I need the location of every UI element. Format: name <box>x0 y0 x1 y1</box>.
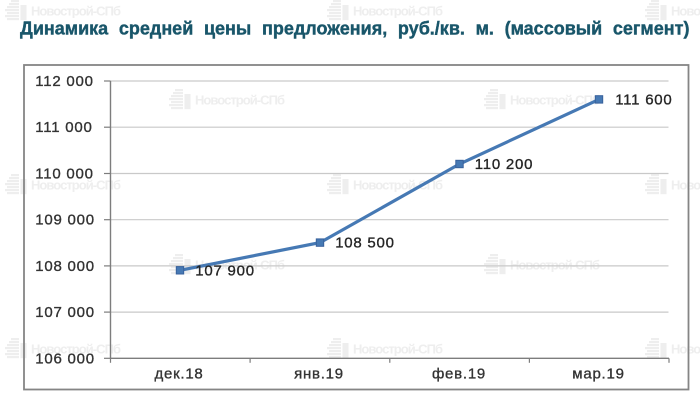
svg-text:фев.19: фев.19 <box>432 366 486 383</box>
svg-text:112 000: 112 000 <box>35 73 93 90</box>
svg-text:дек.18: дек.18 <box>154 366 203 383</box>
svg-text:110 200: 110 200 <box>475 156 533 173</box>
svg-text:мар.19: мар.19 <box>572 366 624 383</box>
svg-text:108 500: 108 500 <box>335 235 395 252</box>
svg-text:Динамика средней цены предложе: Динамика средней цены предложения, руб./… <box>20 19 689 39</box>
svg-text:111 600: 111 600 <box>615 91 672 108</box>
svg-text:109 000: 109 000 <box>35 212 95 229</box>
svg-text:янв.19: янв.19 <box>294 366 344 383</box>
svg-text:110 000: 110 000 <box>35 166 93 183</box>
svg-text:107 000: 107 000 <box>35 304 95 321</box>
svg-text:111 000: 111 000 <box>35 119 92 136</box>
svg-text:107 900: 107 900 <box>195 262 255 279</box>
svg-text:106 000: 106 000 <box>35 350 95 367</box>
svg-text:108 000: 108 000 <box>35 258 95 275</box>
